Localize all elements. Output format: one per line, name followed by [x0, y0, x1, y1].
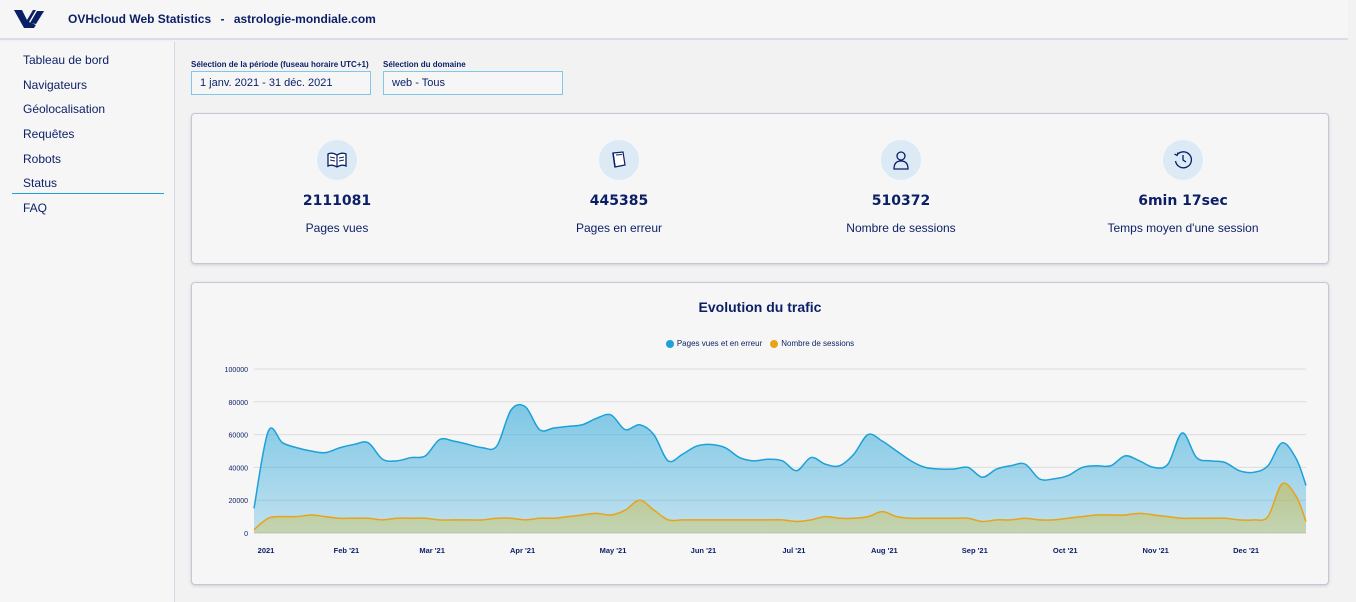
domain-select[interactable]: web - Tous [383, 71, 563, 95]
sidebar-item-requetes[interactable]: Requêtes [23, 127, 75, 142]
x-tick-label: Feb '21 [334, 546, 360, 555]
traffic-chart: 100000 80000 60000 40000 20000 0 2021 Feb '21 Ma… [225, 367, 1307, 555]
legend-dot-sessions [770, 339, 779, 348]
series-area-pages [254, 404, 1306, 533]
ovhcloud-logo[interactable] [12, 8, 48, 30]
series-line-pages [253, 403, 1307, 509]
sidebar-item-faq[interactable]: FAQ [23, 201, 48, 216]
y-tick-label: 80000 [229, 400, 249, 407]
x-tick-label: Aug '21 [871, 546, 898, 555]
kpi-label: Temps moyen d'une session [1107, 221, 1259, 235]
sidebar-item-navigateurs[interactable]: Navigateurs [23, 77, 88, 92]
kpi-value: 2111081 [302, 193, 372, 209]
x-tick-label: Dec '21 [1233, 546, 1259, 555]
x-tick-label: Oct '21 [1053, 546, 1078, 555]
kpi-temps-moyen: 6min 17sec Temps moyen d'une session [1053, 140, 1313, 235]
x-tick-label: Sep '21 [962, 546, 988, 555]
y-tick-label: 100000 [225, 367, 248, 374]
top-bar: OVHcloud Web Statistics - astrologie-mon… [0, 0, 1348, 40]
y-tick-label: 40000 [229, 465, 249, 472]
kpi-sessions: 510372 Nombre de sessions [771, 140, 1031, 235]
legend-item-sessions[interactable]: Nombre de sessions [770, 339, 854, 348]
chart-card: Evolution du trafic Pages vues et en err… [191, 282, 1329, 585]
domain-label: Sélection du domaine [383, 60, 466, 69]
clock-history-icon [1163, 140, 1203, 180]
kpi-value: 445385 [589, 193, 649, 209]
kpi-label: Pages en erreur [575, 221, 663, 235]
x-tick-label: Mar '21 [419, 546, 445, 555]
legend-label-sessions: Nombre de sessions [781, 339, 855, 348]
y-tick-label: 20000 [229, 498, 249, 505]
open-book-icon [317, 140, 357, 180]
kpi-card: 2111081 Pages vues 445385 Pages en erreu… [191, 113, 1329, 264]
chart-title: Evolution du trafic [698, 299, 822, 315]
kpi-value: 6min 17sec [1138, 193, 1228, 209]
main-content: Sélection de la période (fuseau horaire … [175, 42, 1348, 602]
domain-name: astrologie-mondiale.com [233, 12, 376, 26]
kpi-pages-vues: 2111081 Pages vues [207, 140, 467, 235]
closed-book-icon [599, 140, 639, 180]
kpi-value: 510372 [871, 193, 931, 209]
chart-legend: Pages vues et en erreur Nombre de sessio… [192, 339, 1328, 348]
x-tick-label: Apr '21 [510, 546, 535, 555]
kpi-pages-erreur: 445385 Pages en erreur [489, 140, 749, 235]
sidebar-item-robots[interactable]: Robots [23, 151, 62, 166]
x-tick-label: Jul '21 [782, 546, 805, 555]
kpi-label: Nombre de sessions [846, 221, 956, 235]
y-tick-label: 0 [244, 531, 248, 538]
period-label: Sélection de la période (fuseau horaire … [191, 60, 369, 69]
series-line-sessions [253, 482, 1307, 531]
x-tick-label: Jun '21 [691, 546, 717, 555]
y-tick-label: 60000 [229, 433, 249, 440]
sidebar: Tableau de bord Navigateurs Géolocalisat… [0, 42, 175, 602]
x-tick-label: 2021 [258, 546, 275, 555]
sidebar-divider [12, 193, 164, 195]
user-icon [881, 140, 921, 180]
legend-label-pages: Pages vues et en erreur [676, 339, 763, 348]
period-select[interactable]: 1 janv. 2021 - 31 déc. 2021 [191, 71, 371, 95]
sidebar-item-status[interactable]: Status [23, 176, 58, 191]
app-name: OVHcloud Web Statistics [68, 12, 212, 26]
legend-dot-pages [665, 339, 674, 348]
sidebar-item-geolocalisation[interactable]: Géolocalisation [23, 102, 106, 117]
sidebar-item-tableau-de-bord[interactable]: Tableau de bord [23, 53, 110, 67]
kpi-label: Pages vues [305, 221, 369, 235]
title-separator: - [220, 12, 225, 26]
x-tick-label: Nov '21 [1142, 546, 1168, 555]
x-tick-label: May '21 [600, 546, 627, 555]
app-title: OVHcloud Web Statistics - astrologie-mon… [68, 12, 382, 26]
legend-item-pages[interactable]: Pages vues et en erreur [665, 339, 763, 348]
